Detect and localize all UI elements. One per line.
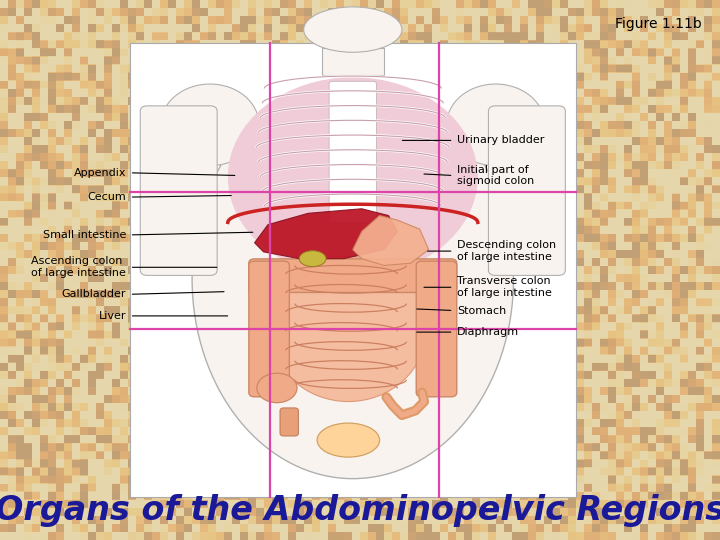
FancyBboxPatch shape xyxy=(329,82,377,223)
Text: Ascending colon
of large intestine: Ascending colon of large intestine xyxy=(31,256,126,278)
Ellipse shape xyxy=(304,7,402,52)
FancyBboxPatch shape xyxy=(249,261,289,397)
Text: Descending colon
of large intestine: Descending colon of large intestine xyxy=(457,240,557,262)
Ellipse shape xyxy=(446,84,545,166)
Bar xyxy=(322,48,384,75)
FancyBboxPatch shape xyxy=(280,408,298,436)
FancyBboxPatch shape xyxy=(416,261,456,397)
FancyBboxPatch shape xyxy=(140,106,217,275)
Text: Organs of the Abdominopelvic Regions: Organs of the Abdominopelvic Regions xyxy=(0,494,720,527)
Ellipse shape xyxy=(300,251,326,267)
Polygon shape xyxy=(353,215,428,266)
Ellipse shape xyxy=(161,84,259,166)
Text: Small intestine: Small intestine xyxy=(42,230,126,240)
Text: Gallbladder: Gallbladder xyxy=(61,289,126,299)
Text: Liver: Liver xyxy=(99,311,126,321)
Text: Initial part of
sigmoid colon: Initial part of sigmoid colon xyxy=(457,165,534,186)
Text: Urinary bladder: Urinary bladder xyxy=(457,136,544,145)
Ellipse shape xyxy=(270,256,426,402)
Text: Stomach: Stomach xyxy=(457,306,506,315)
Text: Transverse colon
of large intestine: Transverse colon of large intestine xyxy=(457,276,552,298)
Ellipse shape xyxy=(228,77,478,277)
Text: Figure 1.11b: Figure 1.11b xyxy=(616,17,702,31)
Ellipse shape xyxy=(192,79,513,478)
Ellipse shape xyxy=(257,373,297,403)
Ellipse shape xyxy=(317,423,379,457)
Polygon shape xyxy=(255,209,397,259)
FancyBboxPatch shape xyxy=(488,106,565,275)
Text: Appendix: Appendix xyxy=(73,168,126,178)
Text: Diaphragm: Diaphragm xyxy=(457,327,519,337)
Text: Cecum: Cecum xyxy=(87,192,126,202)
FancyBboxPatch shape xyxy=(249,259,456,293)
Bar xyxy=(130,43,576,497)
